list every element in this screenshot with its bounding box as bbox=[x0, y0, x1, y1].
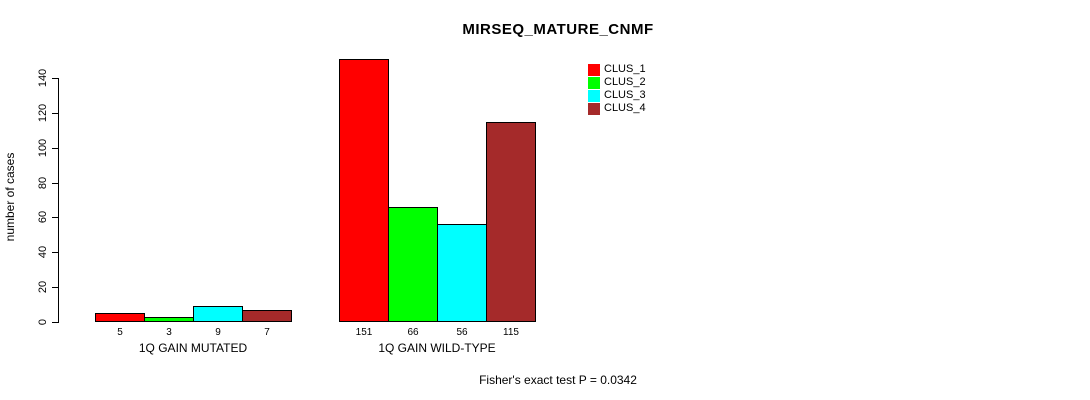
y-tick-label: 120 bbox=[37, 103, 49, 123]
bar bbox=[193, 306, 243, 322]
y-tick-label: 100 bbox=[37, 138, 49, 158]
y-tick-label: 60 bbox=[37, 210, 49, 224]
y-tick-label: 20 bbox=[37, 280, 49, 294]
legend-label: CLUS_4 bbox=[604, 102, 646, 114]
legend-label: CLUS_1 bbox=[604, 63, 646, 75]
y-tick-label: 40 bbox=[37, 245, 49, 259]
y-axis-label: number of cases bbox=[3, 152, 17, 242]
y-tick bbox=[52, 252, 58, 253]
bar-value-label: 5 bbox=[117, 327, 123, 338]
y-tick bbox=[52, 287, 58, 288]
legend-label: CLUS_2 bbox=[604, 76, 646, 88]
legend-swatch bbox=[588, 103, 600, 115]
bar bbox=[437, 224, 487, 322]
bar bbox=[339, 59, 389, 322]
legend-swatch bbox=[588, 64, 600, 76]
bar-value-label: 9 bbox=[215, 327, 221, 338]
bar-value-label: 151 bbox=[355, 327, 373, 338]
y-tick-label: 140 bbox=[37, 68, 49, 88]
legend-swatch bbox=[588, 90, 600, 102]
y-tick bbox=[52, 183, 58, 184]
bar-value-label: 3 bbox=[166, 327, 172, 338]
legend-label: CLUS_3 bbox=[604, 89, 646, 101]
legend-swatch bbox=[588, 77, 600, 89]
bar-value-label: 56 bbox=[456, 327, 468, 338]
y-tick bbox=[52, 78, 58, 79]
y-axis-line bbox=[58, 78, 59, 323]
bar-value-label: 7 bbox=[264, 327, 270, 338]
y-tick bbox=[52, 322, 58, 323]
bar bbox=[242, 310, 292, 322]
y-tick-label: 0 bbox=[37, 318, 49, 326]
x-category-label: 1Q GAIN MUTATED bbox=[138, 341, 248, 355]
footnote-text: Fisher's exact test P = 0.0342 bbox=[479, 373, 637, 387]
bar bbox=[388, 207, 438, 322]
y-tick bbox=[52, 113, 58, 114]
bar-value-label: 115 bbox=[503, 327, 519, 338]
bar bbox=[95, 313, 145, 322]
y-tick-label: 80 bbox=[37, 176, 49, 190]
bar bbox=[144, 317, 194, 322]
x-category-label: 1Q GAIN WILD-TYPE bbox=[378, 341, 496, 355]
y-tick bbox=[52, 217, 58, 218]
bar bbox=[486, 122, 536, 322]
bar-value-label: 66 bbox=[407, 327, 419, 338]
y-tick bbox=[52, 148, 58, 149]
chart-title: MIRSEQ_MATURE_CNMF bbox=[462, 21, 654, 38]
